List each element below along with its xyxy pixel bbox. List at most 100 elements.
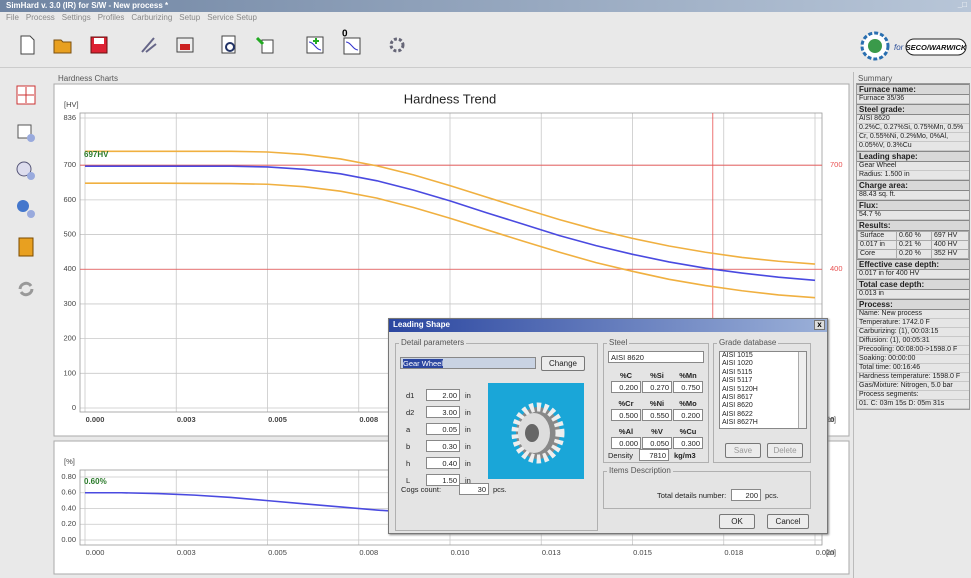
add-chart-icon[interactable] (304, 34, 326, 56)
grade-item[interactable]: AISI 8620 (722, 402, 753, 410)
element-label: %Mo (679, 399, 697, 408)
steel-group (603, 343, 709, 463)
grade-item[interactable]: AISI 1020 (722, 360, 753, 368)
side-icon[interactable] (15, 198, 37, 220)
menu-item[interactable]: Setup (179, 13, 201, 22)
element-label: %Ni (649, 399, 665, 408)
cogs-unit: pcs. (493, 485, 507, 494)
grade-item[interactable]: AISI 8622 (722, 410, 753, 418)
results-cell: 697 HV (930, 231, 970, 241)
side-icon[interactable] (15, 160, 37, 182)
element-field[interactable]: 0.000 (611, 437, 641, 449)
summary-heading: Effective case depth: (857, 259, 969, 270)
menu-item[interactable]: Process (25, 13, 55, 22)
element-field[interactable]: 0.050 (642, 437, 672, 449)
ok-button[interactable]: OK (719, 514, 755, 529)
param-field[interactable]: 2.00 (426, 389, 460, 401)
summary-line: 01. C: 03m 15s D: 05m 31s (857, 400, 969, 409)
save-icon[interactable] (88, 34, 110, 56)
cancel-button[interactable]: Cancel (767, 514, 809, 529)
steel-grade-field[interactable]: AISI 8620 (608, 351, 704, 363)
results-cell: 0.21 % (896, 240, 932, 250)
import-icon[interactable] (254, 34, 276, 56)
shape-field[interactable]: Gear Wheel (400, 357, 536, 369)
reference-label: 700 (830, 160, 843, 169)
change-button[interactable]: Change (541, 356, 585, 371)
element-field[interactable]: 0.200 (673, 409, 703, 421)
save-button[interactable]: Save (725, 443, 761, 458)
grade-list[interactable]: AISI 1015 AISI 1020 AISI 5115 AISI 5117 AISI… (719, 351, 807, 429)
results-cell: 0.017 in (856, 240, 898, 250)
element-field[interactable]: 0.300 (673, 437, 703, 449)
param-label: a (406, 425, 411, 434)
cogs-field[interactable]: 30 (459, 483, 489, 495)
side-icon[interactable] (15, 236, 37, 258)
series-line (85, 165, 816, 282)
dialog-title: Leading Shape (393, 320, 450, 329)
x-tick-label: 0.003 (177, 548, 196, 557)
param-label: L (406, 476, 411, 485)
logo-brand: SECO/WARWICK (906, 43, 967, 52)
side-icon[interactable] (15, 84, 37, 106)
menu-item[interactable]: Settings (61, 13, 91, 22)
window-controls[interactable]: _□ (957, 0, 967, 9)
results-row: Surface 0.60 % 697 HV (856, 231, 970, 241)
preview-icon[interactable] (218, 34, 240, 56)
x-tick-label: 0.020 (816, 548, 835, 557)
element-field[interactable]: 0.550 (642, 409, 672, 421)
close-button[interactable]: x (814, 320, 825, 330)
element-label: %Cr (618, 399, 634, 408)
side-icon[interactable] (15, 278, 37, 300)
menu-item[interactable]: Profiles (97, 13, 125, 22)
zero-chart-icon[interactable]: 0 (338, 28, 364, 58)
summary-heading: Furnace name: (857, 84, 969, 95)
param-unit: in (465, 459, 471, 468)
open-icon[interactable] (52, 34, 74, 56)
element-field[interactable]: 0.750 (673, 381, 703, 393)
grade-item[interactable]: AISI 8627H (722, 419, 758, 427)
settings-icon[interactable] (386, 34, 408, 56)
export-icon[interactable] (174, 34, 196, 56)
element-field[interactable]: 0.200 (611, 381, 641, 393)
total-label: Total details number: (657, 491, 727, 500)
new-icon[interactable] (16, 34, 38, 56)
param-field[interactable]: 3.00 (426, 406, 460, 418)
summary-line: 0.2%C, 0.27%Si, 0.75%Mn, 0.5% (857, 124, 969, 133)
grade-item[interactable]: AISI 5117 (722, 377, 753, 385)
summary-line: Temperature: 1742.0 F (857, 319, 969, 328)
group-label: Grade database (717, 338, 779, 347)
element-field[interactable]: 0.270 (642, 381, 672, 393)
total-unit: pcs. (765, 491, 779, 500)
summary-line: Gas/Mixture: Nitrogen, 5.0 bar (857, 382, 969, 391)
scrollbar[interactable] (798, 352, 806, 428)
summary-line: 0.05%V, 0.3%Cu (857, 142, 969, 151)
param-field[interactable]: 0.30 (426, 440, 460, 452)
param-field[interactable]: 0.05 (426, 423, 460, 435)
param-unit: in (465, 476, 471, 485)
tool-icon[interactable] (138, 34, 160, 56)
x-tick-label: 0.013 (542, 548, 561, 557)
side-icon[interactable] (15, 122, 37, 144)
density-field[interactable]: 7810 (639, 449, 669, 461)
y-axis-label: [%] (64, 457, 75, 466)
delete-button[interactable]: Delete (767, 443, 803, 458)
total-field[interactable]: 200 (731, 489, 761, 501)
menu-item[interactable]: File (6, 13, 19, 22)
menu-item[interactable]: Service Setup (207, 13, 258, 22)
logo: for SECO/WARWICK (860, 31, 967, 61)
results-table: Surface 0.60 % 697 HV 0.017 in 0.21 % 400 HV C… (856, 231, 970, 259)
items-group (603, 471, 811, 509)
grade-item[interactable]: AISI 5115 (722, 368, 753, 376)
grade-item[interactable]: AISI 1015 (722, 352, 753, 359)
param-unit: in (465, 442, 471, 451)
param-field[interactable]: 0.40 (426, 457, 460, 469)
element-field[interactable]: 0.500 (611, 409, 641, 421)
grade-item[interactable]: AISI 5120H (722, 385, 758, 393)
group-label: Items Description (607, 466, 673, 475)
param-field[interactable]: 1.50 (426, 474, 460, 486)
y-tick-label: 0 (72, 403, 76, 412)
menu-item[interactable]: Carburizing (131, 13, 173, 22)
cogs-label: Cogs count: (401, 485, 442, 494)
grade-item[interactable]: AISI 8617 (722, 394, 753, 402)
window-title: SimHard v. 3.0 (IR) for S/W - New proces… (6, 1, 169, 10)
